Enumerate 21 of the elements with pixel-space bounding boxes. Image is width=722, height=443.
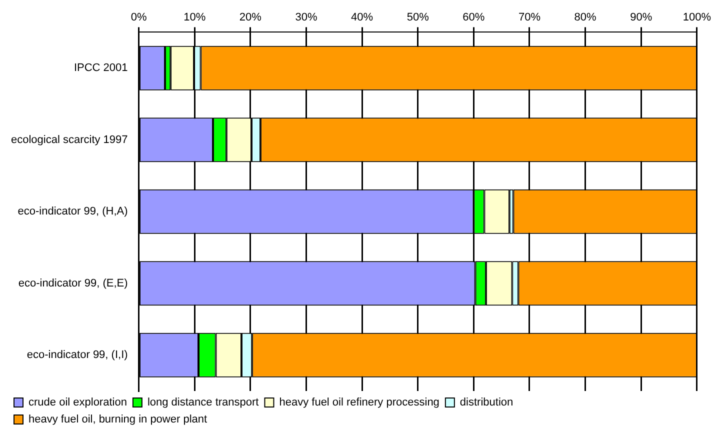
x-tick-label: 30%	[295, 12, 318, 24]
x-tick-label: 80%	[574, 12, 597, 24]
x-tick-label: 10%	[184, 12, 206, 24]
y-tick-label: eco-indicator 99, (E,E)	[18, 277, 128, 290]
y-tick-label: eco-indicator 99, (H,A)	[18, 206, 128, 218]
legend-label: distribution	[460, 396, 514, 409]
legend-label: long distance transport	[147, 396, 259, 409]
legend-label: heavy fuel oil refinery processing	[279, 396, 440, 409]
x-tick-label: 20%	[239, 12, 262, 24]
x-tick-label: 40%	[351, 12, 374, 24]
legend-label: heavy fuel oil, burning in power plant	[28, 414, 208, 426]
x-tick-label: 70%	[518, 12, 541, 24]
y-tick-label: eco-indicator 99, (I,I)	[26, 349, 128, 362]
x-tick-label: 90%	[630, 12, 652, 24]
x-tick-label: 60%	[462, 12, 485, 24]
y-tick-label: ecological scarcity 1997	[10, 134, 128, 146]
x-tick-label: 50%	[406, 12, 430, 24]
y-tick-label: IPCC 2001	[74, 62, 128, 74]
x-tick-label: 0%	[130, 12, 147, 24]
x-tick-label: 100%	[682, 12, 712, 24]
legend-label: crude oil exploration	[28, 396, 127, 409]
